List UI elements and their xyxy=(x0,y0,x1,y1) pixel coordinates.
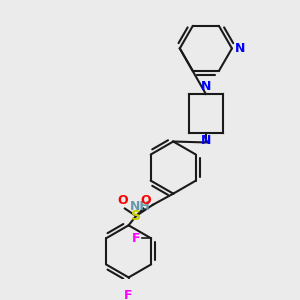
Text: F: F xyxy=(131,232,140,245)
Text: N: N xyxy=(201,134,211,147)
Text: NH: NH xyxy=(130,200,151,213)
Text: O: O xyxy=(140,194,151,207)
Text: F: F xyxy=(124,289,133,300)
Text: S: S xyxy=(131,209,141,223)
Text: O: O xyxy=(118,194,128,207)
Text: N: N xyxy=(201,80,211,93)
Text: N: N xyxy=(235,42,245,55)
